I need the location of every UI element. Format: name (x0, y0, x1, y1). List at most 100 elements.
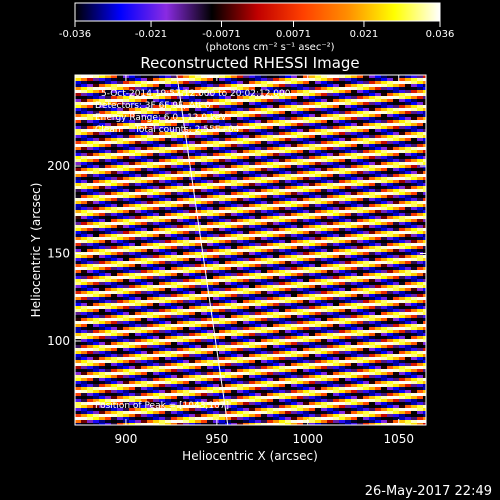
heatmap-cell (159, 273, 166, 277)
heatmap-cell (333, 291, 340, 295)
heatmap-cell (327, 138, 334, 142)
heatmap-cell (153, 147, 160, 151)
heatmap-cell (93, 174, 100, 178)
heatmap-cell (87, 276, 94, 280)
heatmap-cell (309, 108, 316, 112)
heatmap-cell (141, 81, 148, 85)
heatmap-cell (87, 267, 94, 271)
heatmap-cell (117, 117, 124, 121)
heatmap-cell (117, 96, 124, 100)
heatmap-cell (231, 249, 238, 253)
heatmap-cell (81, 183, 88, 187)
heatmap-cell (213, 270, 220, 274)
heatmap-cell (267, 81, 274, 85)
heatmap-cell (153, 306, 160, 310)
heatmap-cell (279, 123, 286, 127)
heatmap-cell (387, 282, 394, 286)
heatmap-cell (87, 183, 94, 187)
heatmap-cell (183, 198, 190, 202)
heatmap-cell (231, 291, 238, 295)
heatmap-cell (123, 240, 130, 244)
heatmap-cell (351, 267, 358, 271)
heatmap-cell (201, 309, 208, 313)
heatmap-cell (417, 84, 424, 88)
heatmap-cell (195, 129, 202, 133)
heatmap-cell (261, 132, 268, 136)
heatmap-cell (399, 147, 406, 151)
heatmap-cell (411, 96, 418, 100)
heatmap-cell (255, 276, 262, 280)
heatmap-cell (285, 195, 292, 199)
heatmap-cell (405, 84, 412, 88)
heatmap-cell (381, 189, 388, 193)
heatmap-cell (297, 315, 304, 319)
heatmap-cell (99, 303, 106, 307)
heatmap-cell (159, 303, 166, 307)
heatmap-cell (195, 240, 202, 244)
heatmap-cell (417, 120, 424, 124)
heatmap-cell (189, 150, 196, 154)
heatmap-cell (189, 306, 196, 310)
heatmap-cell (219, 183, 226, 187)
heatmap-cell (285, 300, 292, 304)
heatmap-cell (393, 249, 400, 253)
heatmap-cell (303, 192, 310, 196)
heatmap-cell (99, 237, 106, 241)
heatmap-cell (93, 276, 100, 280)
heatmap-cell (99, 141, 106, 145)
heatmap-cell (363, 237, 370, 241)
heatmap-cell (423, 297, 426, 301)
heatmap-cell (135, 270, 142, 274)
heatmap-cell (387, 129, 394, 133)
heatmap-cell (267, 105, 274, 109)
heatmap-cell (273, 117, 280, 121)
heatmap-cell (225, 312, 232, 316)
heatmap-cell (273, 87, 280, 91)
heatmap-cell (261, 114, 268, 118)
heatmap-cell (159, 225, 166, 229)
heatmap-cell (399, 153, 406, 157)
heatmap-cell (315, 129, 322, 133)
heatmap-cell (267, 258, 274, 262)
heatmap-cell (345, 189, 352, 193)
heatmap-cell (333, 321, 340, 325)
heatmap-cell (165, 105, 172, 109)
heatmap-cell (417, 174, 424, 178)
heatmap-cell (369, 84, 376, 88)
heatmap-cell (111, 174, 118, 178)
heatmap-cell (363, 120, 370, 124)
heatmap-cell (321, 114, 328, 118)
heatmap-cell (189, 276, 196, 280)
heatmap-cell (351, 93, 358, 97)
heatmap-cell (231, 120, 238, 124)
heatmap-cell (267, 309, 274, 313)
heatmap-cell (243, 267, 250, 271)
heatmap-cell (165, 255, 172, 259)
heatmap-cell (339, 120, 346, 124)
heatmap-cell (177, 129, 184, 133)
heatmap-cell (249, 138, 256, 142)
heatmap-cell (135, 267, 142, 271)
heatmap-cell (99, 249, 106, 253)
heatmap-cell (333, 213, 340, 217)
heatmap-cell (273, 285, 280, 289)
heatmap-cell (243, 288, 250, 292)
heatmap-cell (153, 96, 160, 100)
heatmap-cell (93, 291, 100, 295)
heatmap-cell (291, 177, 298, 181)
heatmap-cell (273, 156, 280, 160)
heatmap-cell (267, 270, 274, 274)
heatmap-cell (357, 309, 364, 313)
heatmap-cell (327, 105, 334, 109)
heatmap-cell (267, 231, 274, 235)
heatmap-cell (267, 315, 274, 319)
heatmap-cell (159, 183, 166, 187)
heatmap-cell (189, 228, 196, 232)
heatmap-cell (267, 138, 274, 142)
heatmap-cell (351, 297, 358, 301)
heatmap-cell (339, 210, 346, 214)
heatmap-cell (195, 156, 202, 160)
heatmap-cell (105, 141, 112, 145)
heatmap-cell (333, 123, 340, 127)
heatmap-cell (147, 153, 154, 157)
